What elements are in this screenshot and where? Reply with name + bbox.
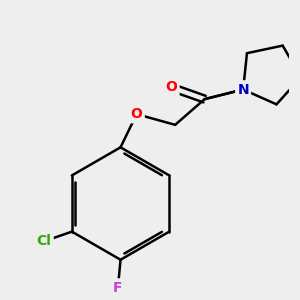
- Text: O: O: [166, 80, 177, 94]
- Text: O: O: [131, 107, 142, 121]
- Text: F: F: [113, 280, 123, 295]
- Text: Cl: Cl: [37, 234, 52, 248]
- Text: O: O: [166, 80, 177, 94]
- Text: Cl: Cl: [37, 234, 52, 248]
- Text: O: O: [131, 107, 142, 121]
- Text: N: N: [237, 82, 249, 97]
- Text: F: F: [113, 280, 123, 295]
- Text: N: N: [237, 82, 249, 97]
